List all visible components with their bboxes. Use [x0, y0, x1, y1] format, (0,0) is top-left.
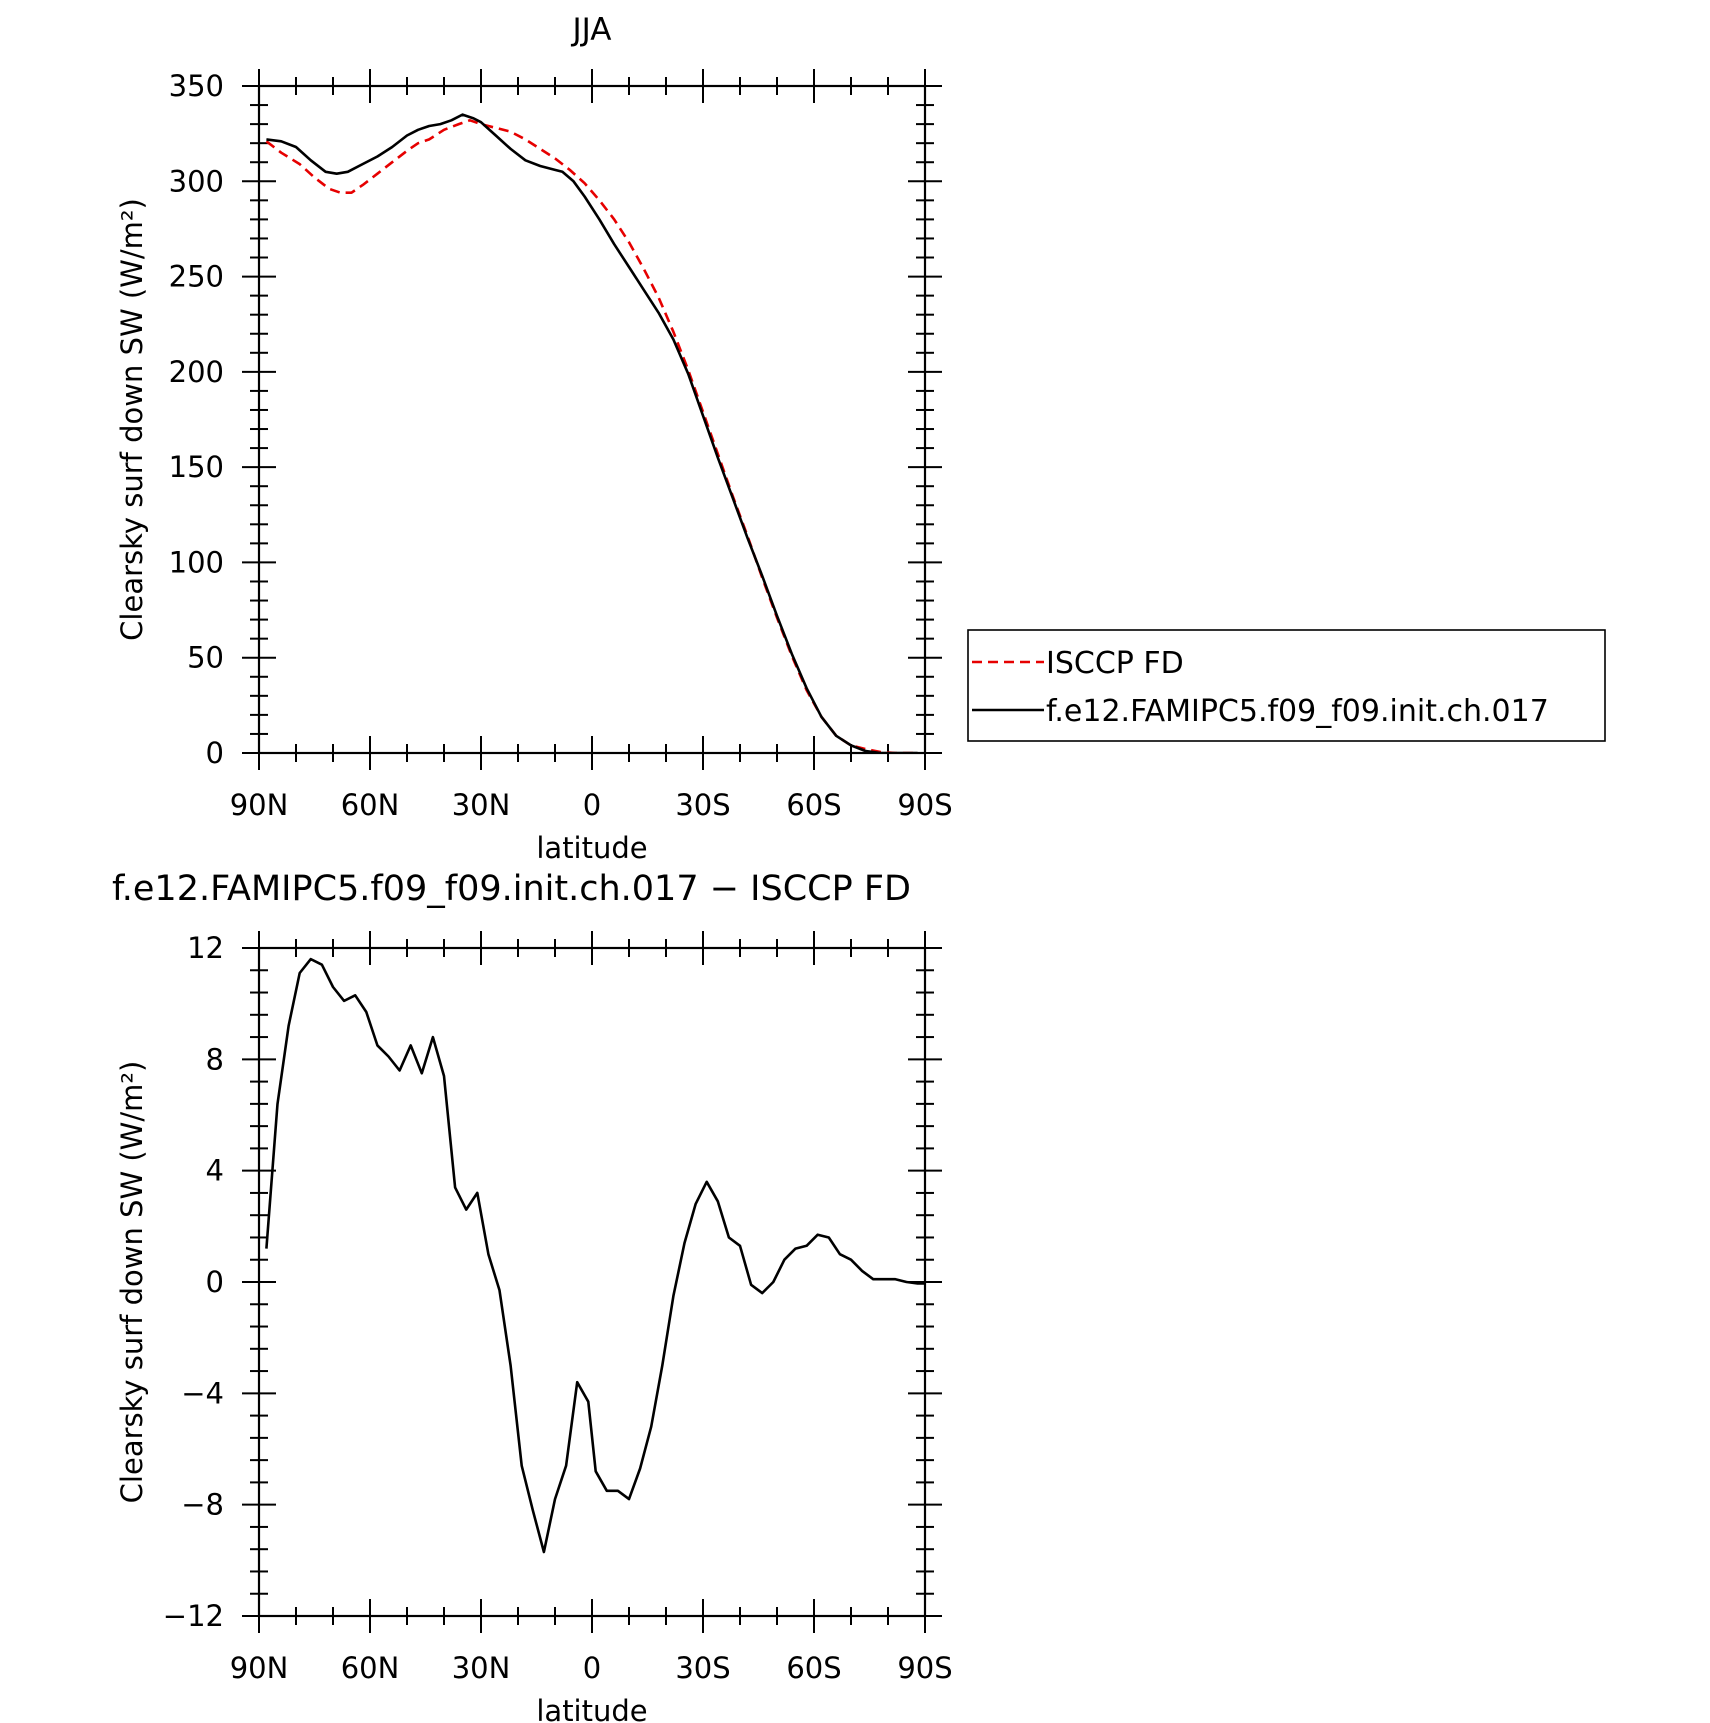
y-tick-label: 8: [206, 1042, 224, 1076]
y-axis-label: Clearsky surf down SW (W/m²): [115, 1061, 149, 1504]
chart-title: JJA: [571, 12, 612, 48]
y-tick-label: −12: [163, 1599, 224, 1633]
chart-title: f.e12.FAMIPC5.f09_f09.init.ch.017 − ISCC…: [112, 869, 911, 909]
x-tick-label: 90N: [230, 1651, 289, 1685]
x-tick-label: 60S: [786, 1651, 841, 1685]
x-tick-label: 0: [583, 788, 601, 822]
x-tick-label: 60N: [341, 788, 400, 822]
top-plot: 90N 60N 30N 0 30S 60S 90S 0 50 100 150 200 250 300 350…: [115, 12, 1606, 865]
y-tick-label: −8: [181, 1488, 224, 1522]
y-tick-label: −4: [181, 1376, 224, 1410]
x-axis-label: latitude: [536, 831, 647, 865]
x-tick-label: 30N: [452, 1651, 511, 1685]
y-tick-label: 4: [206, 1154, 224, 1188]
legend-label: f.e12.FAMIPC5.f09_f09.init.ch.017: [1046, 694, 1549, 729]
y-tick-label: 100: [169, 545, 224, 579]
plot-frame: [257, 84, 927, 755]
series-line-model: [265, 957, 925, 1554]
legend-label: ISCCP FD: [1046, 646, 1184, 681]
x-tick-label: 90S: [897, 788, 952, 822]
y-tick-label: 50: [187, 641, 224, 675]
bottom-plot: 90N 60N 30N 0 30S 60S 90S −12 −8 −4 0 4 8 12 f.e12.FAM…: [112, 869, 953, 1723]
series-line-model: [266, 113, 918, 753]
x-axis-label: latitude: [536, 1694, 647, 1723]
x-tick-label: 30S: [675, 788, 730, 822]
y-tick-label: 250: [169, 260, 224, 294]
y-tick-label: 200: [169, 355, 224, 389]
plot-frame: [257, 946, 927, 1618]
legend: ISCCP FD f.e12.FAMIPC5.f09_f09.init.ch.01…: [967, 629, 1606, 742]
series-line-isccp: [265, 119, 918, 753]
x-tick-label: 90N: [230, 788, 289, 822]
x-tick-label: 30S: [675, 1651, 730, 1685]
x-tick-label: 90S: [897, 1651, 952, 1685]
y-tick-label: 0: [206, 1265, 224, 1299]
x-tick-label: 60S: [786, 788, 841, 822]
x-tick-label: 30N: [452, 788, 511, 822]
y-tick-label: 0: [206, 736, 224, 770]
y-tick-label: 300: [169, 164, 224, 198]
x-tick-label: 60N: [341, 1651, 400, 1685]
y-tick-label: 350: [169, 69, 224, 103]
y-tick-label: 150: [169, 450, 224, 484]
y-tick-label: 12: [187, 931, 224, 965]
legend-box: [967, 629, 1606, 742]
x-tick-label: 0: [583, 1651, 601, 1685]
y-axis-label: Clearsky surf down SW (W/m²): [115, 198, 149, 641]
